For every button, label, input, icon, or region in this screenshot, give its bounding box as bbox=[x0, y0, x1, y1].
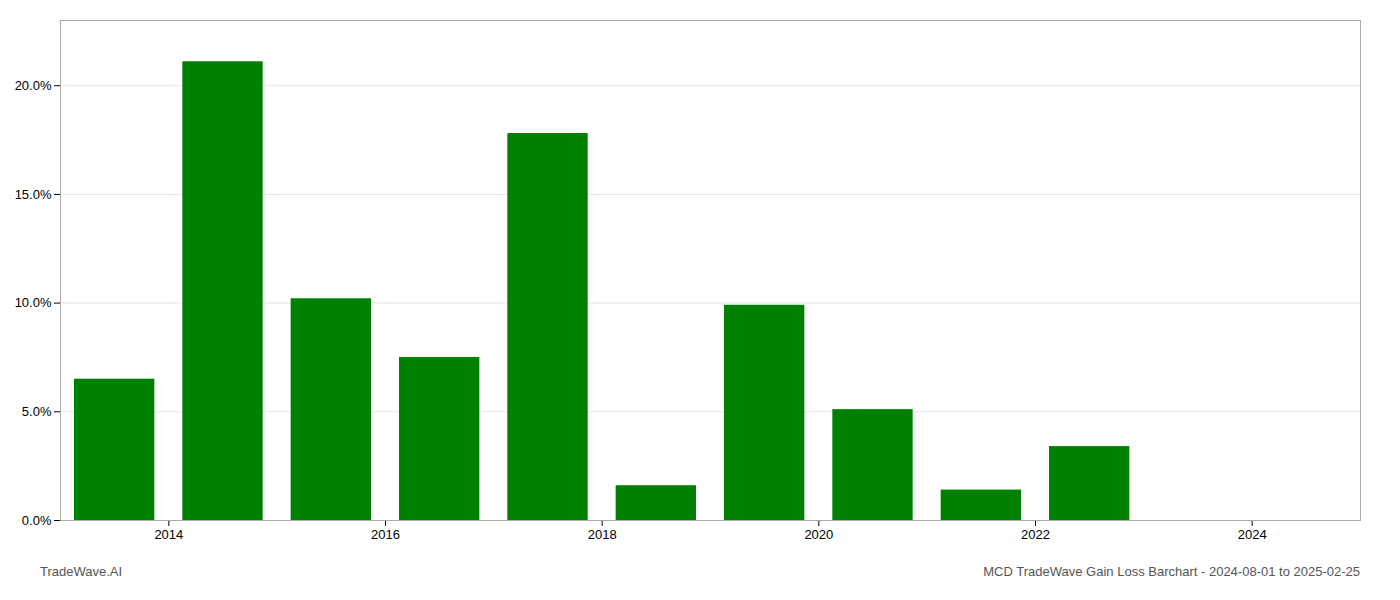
svg-text:15.0%: 15.0% bbox=[15, 187, 52, 202]
svg-text:2014: 2014 bbox=[154, 527, 183, 542]
svg-text:2018: 2018 bbox=[588, 527, 617, 542]
svg-text:2020: 2020 bbox=[804, 527, 833, 542]
svg-text:0.0%: 0.0% bbox=[22, 513, 52, 528]
svg-text:5.0%: 5.0% bbox=[22, 404, 52, 419]
html-text:TradeWave.AI: TradeWave.AI bbox=[40, 564, 123, 579]
svg-text:2016: 2016 bbox=[371, 527, 400, 542]
svg-text:2022: 2022 bbox=[1021, 527, 1050, 542]
html-text:MCD TradeWave Gain Loss Barcha: MCD TradeWave Gain Loss Barchart - 2024-… bbox=[983, 564, 1360, 579]
svg-text:2024: 2024 bbox=[1238, 527, 1267, 542]
svg-text:20.0%: 20.0% bbox=[15, 78, 52, 93]
svg-text:10.0%: 10.0% bbox=[15, 295, 52, 310]
